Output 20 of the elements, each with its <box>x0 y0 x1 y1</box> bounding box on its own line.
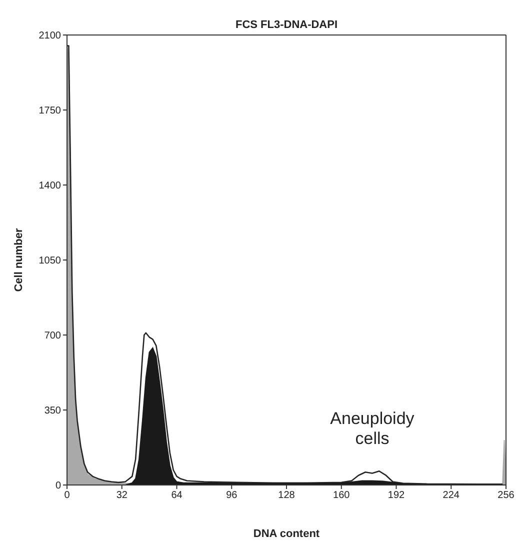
y-tick-label: 1400 <box>38 180 62 192</box>
x-tick-label: 64 <box>171 490 183 502</box>
y-tick-label: 350 <box>44 406 62 417</box>
x-tick-label: 256 <box>498 490 515 502</box>
chart-title: FCS FL3-DNA-DAPI <box>235 19 338 31</box>
x-tick-label: 128 <box>278 490 296 502</box>
x-axis-title: DNA content <box>253 528 320 540</box>
x-tick-label: 0 <box>64 490 70 502</box>
x-tick-label: 192 <box>388 490 406 502</box>
y-tick-label: 0 <box>55 480 62 492</box>
annotation: Aneuploidy cells <box>330 409 415 448</box>
y-tick-label: 2100 <box>38 30 62 42</box>
x-tick-label: 224 <box>442 490 460 502</box>
x-tick-label: 32 <box>116 490 128 502</box>
y-axis-title: Cell number <box>12 228 25 292</box>
y-tick-label: 1050 <box>38 256 62 267</box>
y-tick-label: 700 <box>44 330 62 342</box>
x-tick-label: 160 <box>333 490 350 502</box>
x-tick-label: 96 <box>226 490 238 502</box>
y-tick-label: 1750 <box>38 106 62 117</box>
